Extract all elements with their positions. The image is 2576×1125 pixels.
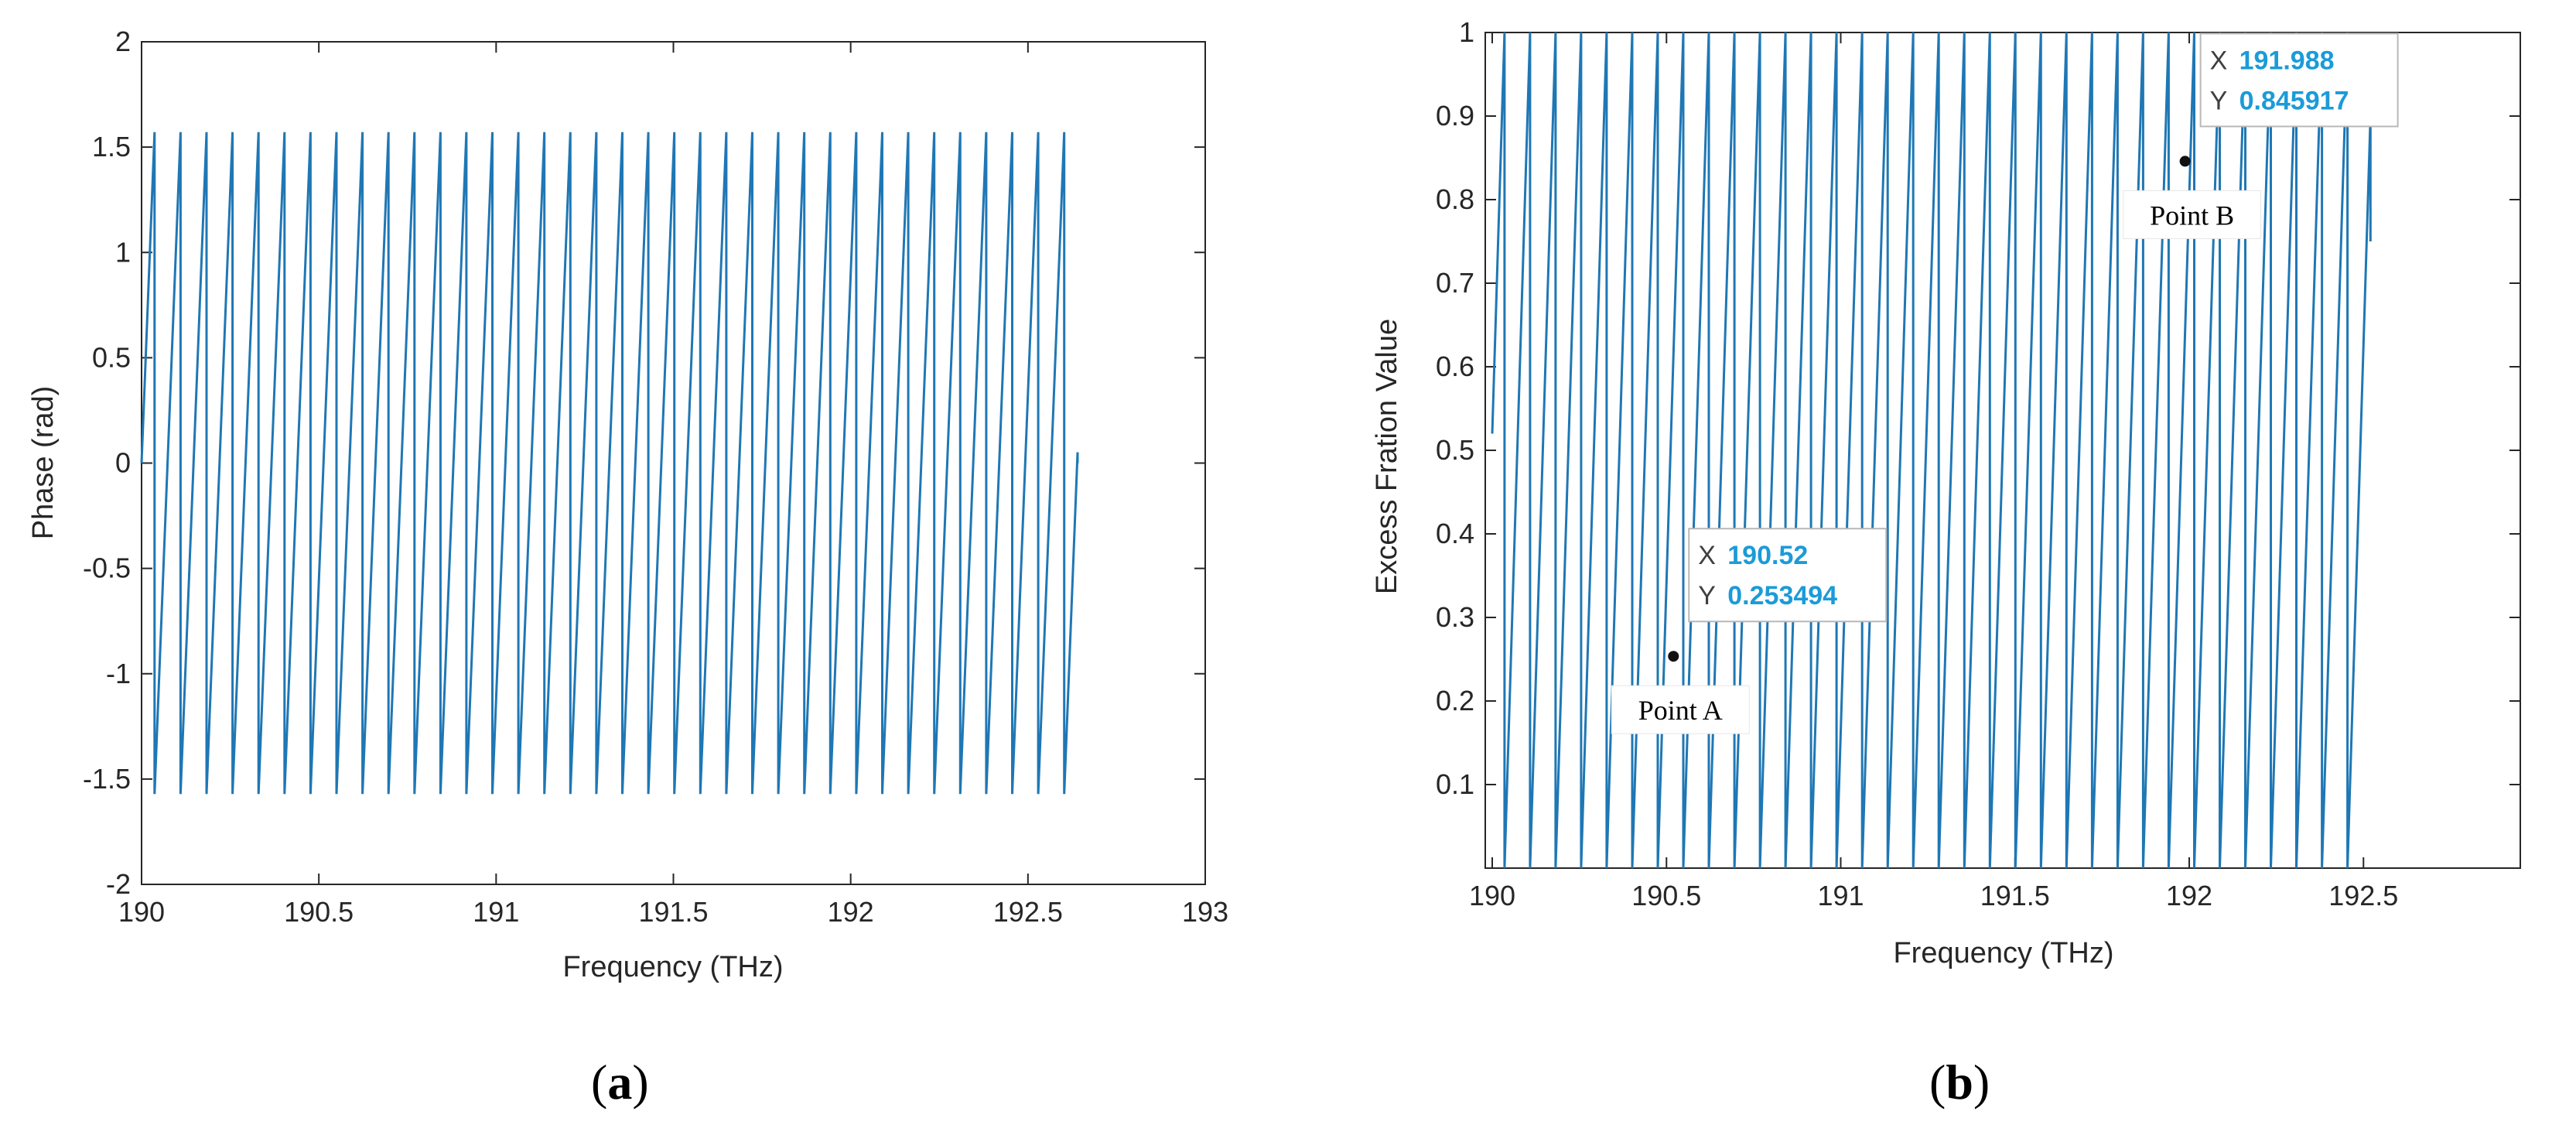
point-label: Point A bbox=[1638, 695, 1723, 726]
y-tick-label: 0.1 bbox=[1436, 768, 1474, 800]
x-axis-label-a: Frequency (THz) bbox=[562, 951, 783, 983]
x-tick-label: 191 bbox=[473, 896, 519, 928]
y-tick-label: 0.9 bbox=[1436, 100, 1474, 132]
y-tick-label: 0.6 bbox=[1436, 350, 1474, 382]
y-tick-label: 0.3 bbox=[1436, 601, 1474, 633]
y-tick-label: 0.5 bbox=[1436, 434, 1474, 466]
datatip-x-value: 191.988 bbox=[2239, 46, 2335, 75]
y-tick-label: 0.8 bbox=[1436, 183, 1474, 215]
y-tick-label: 0.5 bbox=[92, 341, 131, 373]
x-tick-label: 193 bbox=[1182, 896, 1228, 928]
x-tick-label: 192.5 bbox=[993, 896, 1063, 928]
datatip-point-a[interactable]: X 190.52 Y 0.253494 Point A bbox=[1611, 528, 1888, 734]
datatip-x-key: X bbox=[2210, 46, 2228, 75]
y-tick-label: 0 bbox=[115, 447, 131, 479]
y-tick-labels-a: 2 1.5 1 0.5 0 -0.5 -1 -1.5 -2 bbox=[83, 26, 131, 900]
datatips: X 190.52 Y 0.253494 Point A X 191.988 Y 0.845917… bbox=[1611, 32, 2399, 734]
x-tick-label: 192 bbox=[2166, 880, 2212, 911]
datatip-x-key: X bbox=[1698, 541, 1716, 570]
chart-panel-a: 190 190.5 191 191.5 192 192.5 193 2 1.5 1 0.5 0 -0.… bbox=[27, 26, 1228, 1110]
caption-a-letter: a bbox=[607, 1055, 632, 1110]
tick-marks-b bbox=[1485, 32, 2520, 868]
y-tick-label: 1.5 bbox=[92, 131, 131, 162]
datatip-point-b[interactable]: X 191.988 Y 0.845917 Point B bbox=[2123, 32, 2399, 239]
x-axis-label-b: Frequency (THz) bbox=[1893, 937, 2113, 969]
y-tick-labels-b: 1 0.9 0.8 0.7 0.6 0.5 0.4 0.3 0.2 0.1 bbox=[1436, 16, 1474, 800]
x-tick-label: 190.5 bbox=[1631, 880, 1701, 911]
datatip-y-key: Y bbox=[2210, 86, 2228, 115]
y-axis-label-a: Phase (rad) bbox=[27, 386, 60, 540]
y-tick-label: 0.4 bbox=[1436, 518, 1474, 549]
point-label-box bbox=[1611, 685, 1750, 734]
y-axis-label-b: Excess Fration Value bbox=[1371, 319, 1403, 594]
excess-fraction-series-line bbox=[1491, 32, 2372, 869]
y-tick-label: -2 bbox=[106, 868, 131, 900]
datatip-y-value: 0.845917 bbox=[2239, 86, 2349, 115]
datatip-marker[interactable] bbox=[1668, 651, 1679, 662]
chart-panel-b: 190 190.5 191 191.5 192 192.5 1 0.9 0.8 0.7 0.6 0.… bbox=[1371, 16, 2521, 1110]
y-tick-label: -1 bbox=[106, 658, 131, 689]
caption-b: (b) bbox=[1929, 1055, 1990, 1110]
y-tick-label: 2 bbox=[115, 26, 131, 57]
datatip-y-value: 0.253494 bbox=[1727, 581, 1837, 610]
point-label: Point B bbox=[2150, 200, 2234, 231]
datatip-box bbox=[1688, 528, 1888, 623]
caption-a: (a) bbox=[591, 1055, 649, 1110]
y-tick-label: 0.2 bbox=[1436, 685, 1474, 716]
x-tick-label: 190.5 bbox=[284, 896, 354, 928]
datatip-box bbox=[2199, 32, 2399, 128]
x-tick-label: 192.5 bbox=[2328, 880, 2398, 911]
x-tick-label: 190 bbox=[118, 896, 165, 928]
point-label-box bbox=[2123, 190, 2262, 239]
x-tick-labels-b: 190 190.5 191 191.5 192 192.5 bbox=[1469, 880, 2398, 911]
x-tick-label: 192 bbox=[828, 896, 874, 928]
caption-b-letter: b bbox=[1946, 1055, 1973, 1110]
y-tick-label: 1 bbox=[1459, 16, 1474, 48]
tick-marks-a bbox=[141, 41, 1206, 885]
x-tick-labels-a: 190 190.5 191 191.5 192 192.5 193 bbox=[118, 896, 1228, 928]
y-tick-label: 1 bbox=[115, 236, 131, 268]
y-tick-label: 0.7 bbox=[1436, 267, 1474, 299]
phase-series-line bbox=[140, 132, 1079, 795]
x-tick-label: 190 bbox=[1469, 880, 1515, 911]
x-tick-label: 191 bbox=[1817, 880, 1864, 911]
y-tick-label: -0.5 bbox=[83, 552, 131, 584]
datatip-x-value: 190.52 bbox=[1727, 541, 1808, 570]
datatip-marker[interactable] bbox=[2179, 156, 2191, 167]
x-tick-label: 191.5 bbox=[638, 896, 708, 928]
y-tick-label: -1.5 bbox=[83, 763, 131, 795]
x-tick-label: 191.5 bbox=[1980, 880, 2050, 911]
datatip-y-key: Y bbox=[1698, 581, 1716, 610]
